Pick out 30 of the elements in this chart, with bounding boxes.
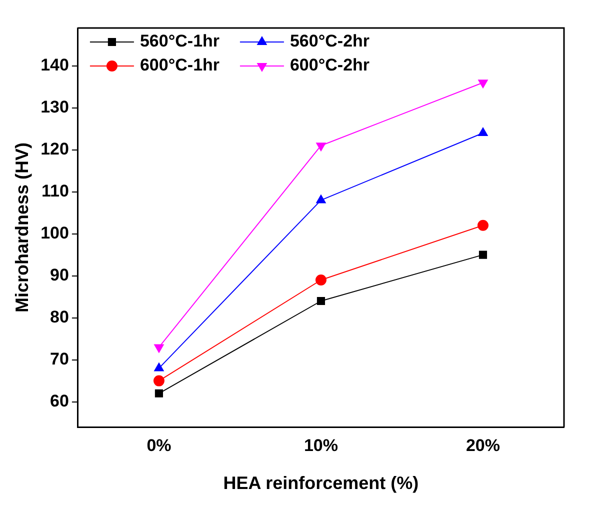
point (477, 220, 488, 231)
x-tick-label: 20% (466, 436, 500, 455)
point (154, 362, 164, 372)
x-tick-label: 0% (146, 436, 172, 455)
point (478, 80, 488, 88)
y-tick-label: 90 (50, 265, 69, 284)
y-tick-label: 70 (50, 349, 69, 368)
x-axis-title: HEA reinforcement (%) (223, 473, 419, 494)
point (478, 250, 488, 259)
legend-label: 560°C-1hr (140, 32, 220, 51)
y-tick-label: 140 (40, 55, 69, 74)
legend-label: 560°C-2hr (290, 32, 370, 51)
y-tick-label: 110 (42, 181, 69, 200)
point (478, 128, 488, 136)
point (153, 375, 164, 386)
y-tick-label: 60 (50, 391, 69, 410)
legend-label: 600°C-1hr (140, 56, 220, 75)
y-tick-label: 130 (40, 97, 69, 116)
point (315, 274, 326, 286)
point (316, 296, 326, 306)
x-tick-label: 10% (304, 436, 338, 455)
y-axis-title: Microhardness (HV) (12, 142, 32, 313)
point (316, 194, 326, 204)
y-tick-label: 100 (40, 223, 69, 242)
y-tick-label: 120 (40, 139, 69, 158)
point (316, 142, 326, 152)
y-tick-label: 80 (50, 307, 69, 326)
point (154, 389, 164, 398)
point (154, 344, 164, 353)
legend-label: 600°C-2hr (290, 56, 370, 75)
